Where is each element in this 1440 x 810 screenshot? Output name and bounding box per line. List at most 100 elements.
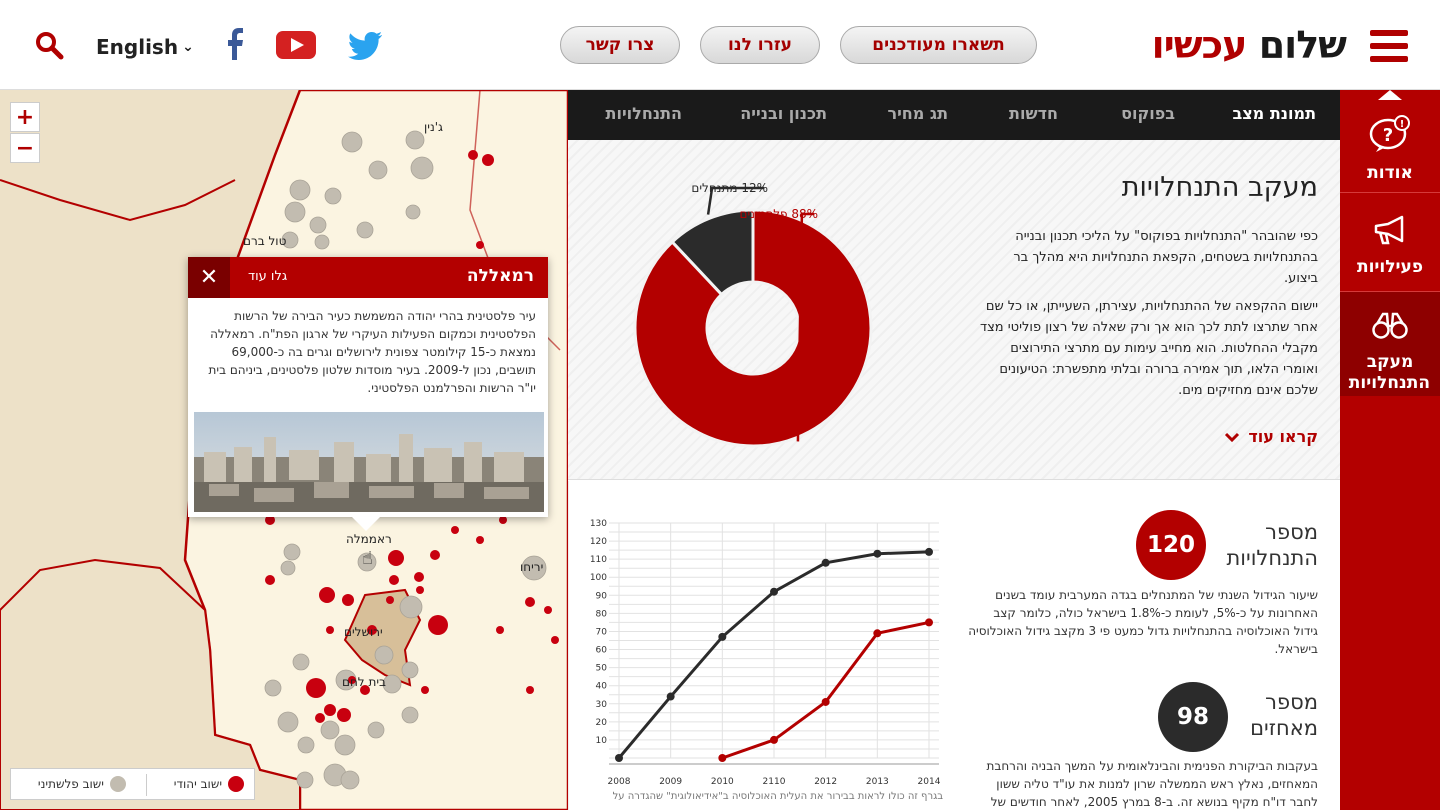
logo-word-2: עכשיו <box>1151 23 1248 67</box>
settlements-map[interactable]: + − ג'נין טול ברם יריחו ירושלים בית לחם … <box>0 90 568 810</box>
jewish-settlement-dot[interactable] <box>451 526 459 534</box>
sidebar-item-activities[interactable]: פעילויות <box>1340 214 1440 277</box>
jewish-settlement-dot[interactable] <box>348 676 356 684</box>
jewish-settlement-dot[interactable] <box>326 626 334 634</box>
tab-price-tag[interactable]: תג מחיר <box>887 104 948 123</box>
palestinian-settlement-dot[interactable] <box>382 674 402 694</box>
read-more-link[interactable]: קראו עוד <box>1224 427 1318 446</box>
map-label-ramallah[interactable]: ראממלה <box>346 532 392 546</box>
jewish-settlement-dot[interactable] <box>386 596 394 604</box>
jewish-settlement-dot[interactable] <box>337 708 351 722</box>
jewish-settlement-dot[interactable] <box>525 597 535 607</box>
jewish-settlement-dot[interactable] <box>265 575 275 585</box>
jewish-settlement-dot[interactable] <box>388 550 404 566</box>
sidebar-item-settlement-tracking-label: מעקב התנחלויות <box>1348 352 1430 393</box>
palestinian-settlement-dot[interactable] <box>281 231 299 249</box>
tab-news[interactable]: חדשות <box>1009 104 1058 123</box>
map-label-jenin[interactable]: ג'נין <box>424 120 444 134</box>
palestinian-settlement-dot[interactable] <box>521 555 547 581</box>
palestinian-settlement-dot[interactable] <box>277 711 299 733</box>
jewish-settlement-dot[interactable] <box>324 704 336 716</box>
x-tick-label: 2009 <box>659 777 682 787</box>
jewish-settlement-dot[interactable] <box>499 516 507 524</box>
jewish-settlement-dot[interactable] <box>319 587 335 603</box>
palestinian-settlement-dot[interactable] <box>309 216 327 234</box>
palestinian-settlement-dot[interactable] <box>320 720 340 740</box>
palestinian-settlement-dot[interactable] <box>405 204 421 220</box>
jewish-settlement-dot[interactable] <box>476 241 484 249</box>
close-icon[interactable]: ✕ <box>188 257 230 298</box>
jewish-settlement-dot[interactable] <box>496 626 504 634</box>
hamburger-menu-icon[interactable] <box>1370 30 1408 62</box>
language-switcher[interactable]: English ⌄ <box>96 35 194 59</box>
palestinian-settlement-dot[interactable] <box>292 653 310 671</box>
palestinian-settlement-dot[interactable] <box>297 736 315 754</box>
map-label-jericho[interactable]: יריחו <box>520 560 544 574</box>
jewish-settlement-dot[interactable] <box>342 594 354 606</box>
twitter-icon[interactable] <box>347 32 382 64</box>
jewish-settlement-dot[interactable] <box>476 536 484 544</box>
sidebar-item-settlement-tracking[interactable]: מעקב התנחלויות <box>1340 292 1440 396</box>
jewish-settlement-dot[interactable] <box>360 685 370 695</box>
jewish-settlement-dot[interactable] <box>468 150 478 160</box>
facebook-icon[interactable] <box>226 28 244 64</box>
sidebar-pointer <box>1378 90 1402 100</box>
palestinian-settlement-dot[interactable] <box>357 552 377 572</box>
search-icon[interactable] <box>34 30 64 60</box>
jewish-settlement-dot[interactable] <box>551 636 559 644</box>
stay-updated-button[interactable]: תשארו מעודכנים <box>840 26 1037 64</box>
palestinian-settlement-dot[interactable] <box>314 234 330 250</box>
tab-overview[interactable]: תמונת מצב <box>1232 104 1316 123</box>
jewish-settlement-dot[interactable] <box>430 550 440 560</box>
jewish-settlement-dot[interactable] <box>315 713 325 723</box>
palestinian-settlement-dot[interactable] <box>368 160 388 180</box>
map-label-bethlehem[interactable]: בית לחם <box>342 675 386 689</box>
palestinian-settlement-dot[interactable] <box>264 679 282 697</box>
jewish-settlement-dot[interactable] <box>421 686 429 694</box>
palestinian-settlement-dot[interactable] <box>374 645 394 665</box>
palestinian-settlement-dot[interactable] <box>399 595 423 619</box>
map-label-tulkarm[interactable]: טול ברם <box>243 234 287 248</box>
palestinian-settlement-dot[interactable] <box>289 179 311 201</box>
overview-paragraph-1: כפי שהובהר "התנחלויות בפוקוס" על הליכי ת… <box>1013 229 1318 286</box>
tab-settlements[interactable]: התנחלויות <box>605 104 682 123</box>
jewish-settlement-dot[interactable] <box>526 686 534 694</box>
jewish-settlement-dot[interactable] <box>265 515 275 525</box>
tab-planning[interactable]: תכנון ובנייה <box>740 104 827 123</box>
palestinian-settlement-dot[interactable] <box>340 770 360 790</box>
palestinian-settlement-dot[interactable] <box>405 130 425 150</box>
jewish-settlement-dot[interactable] <box>367 625 377 635</box>
logo[interactable]: שלום עכשיו <box>1116 18 1347 72</box>
help-us-button[interactable]: עזרו לנו <box>700 26 820 64</box>
palestinian-settlement-dot[interactable] <box>401 661 419 679</box>
palestinian-settlement-dot[interactable] <box>341 131 363 153</box>
palestinian-settlement-dot[interactable] <box>410 156 434 180</box>
palestinian-settlement-dot[interactable] <box>367 721 385 739</box>
palestinian-settlement-dot[interactable] <box>324 187 342 205</box>
tab-focus[interactable]: בפוקוס <box>1121 104 1175 123</box>
zoom-out-button[interactable]: − <box>10 133 40 163</box>
right-sidebar: ?! אודות פעילויות מעקב התנחלויות <box>1340 90 1440 810</box>
jewish-settlement-dot[interactable] <box>389 575 399 585</box>
palestinian-settlement-dot[interactable] <box>284 201 306 223</box>
jewish-settlement-dot[interactable] <box>416 586 424 594</box>
contact-button[interactable]: צרו קשר <box>560 26 680 64</box>
palestinian-settlement-dot[interactable] <box>283 543 301 561</box>
youtube-icon[interactable] <box>276 31 316 63</box>
zoom-in-button[interactable]: + <box>10 102 40 132</box>
sidebar-item-about[interactable]: ?! אודות <box>1340 114 1440 183</box>
jewish-settlement-dot[interactable] <box>544 606 552 614</box>
palestinian-settlement-dot[interactable] <box>401 706 419 724</box>
palestinian-settlement-dot[interactable] <box>280 560 296 576</box>
jewish-settlement-dot[interactable] <box>482 154 494 166</box>
stats-panel: 10 20 30 40 50 60 70 80 90 100 110 120 130 2008 2009 20… <box>568 481 1340 810</box>
palestinian-settlement-dot[interactable] <box>296 771 314 789</box>
jewish-settlement-dot[interactable] <box>306 678 326 698</box>
jewish-settlement-dot[interactable] <box>428 615 448 635</box>
jewish-settlement-dot[interactable] <box>414 572 424 582</box>
popup-title: רמאללה <box>466 266 534 286</box>
map-label-jerusalem[interactable]: ירושלים <box>344 625 383 639</box>
popup-more-link[interactable]: גלו עוד <box>248 269 288 284</box>
palestinian-settlement-dot[interactable] <box>356 221 374 239</box>
palestinian-settlement-dot[interactable] <box>334 734 356 756</box>
